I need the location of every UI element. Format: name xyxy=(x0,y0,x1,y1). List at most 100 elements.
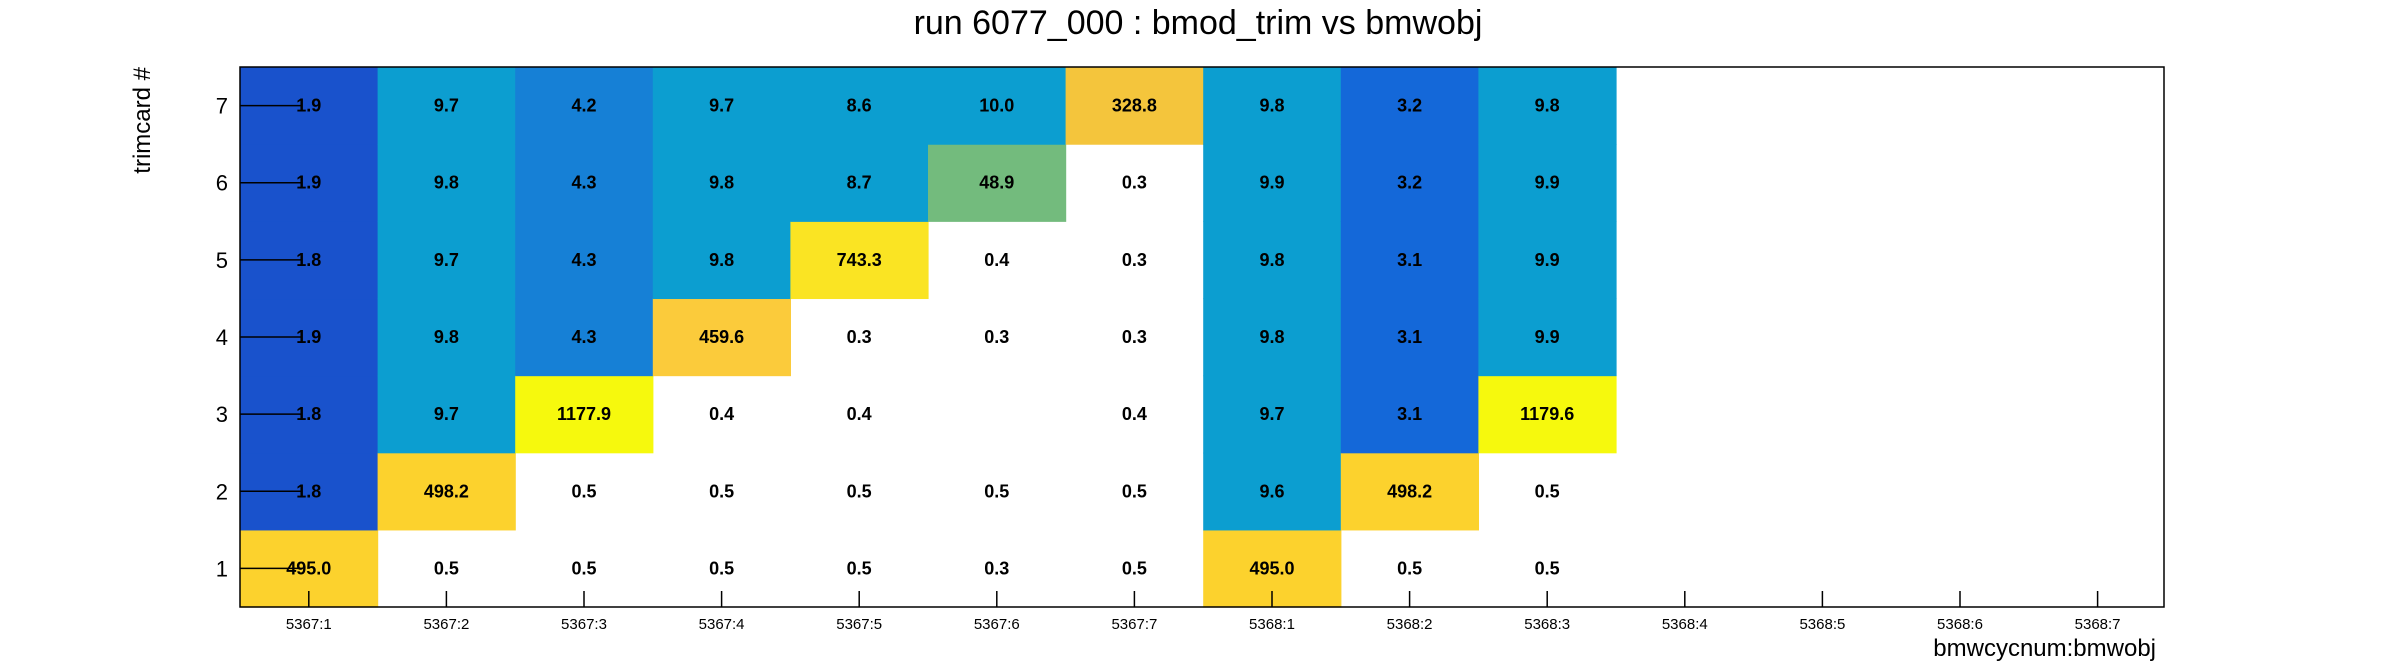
cell-value-label: 0.5 xyxy=(984,481,1009,501)
y-tick-label: 2 xyxy=(216,479,228,504)
cell-value-label: 0.4 xyxy=(847,404,872,424)
cell-value-label: 0.3 xyxy=(1122,327,1147,347)
heatmap-cell xyxy=(652,221,791,300)
cell-value-label: 1.8 xyxy=(296,404,321,424)
cell-value-label: 1.9 xyxy=(296,173,321,193)
cell-value-label: 459.6 xyxy=(699,327,744,347)
heatmap-cell xyxy=(377,375,516,454)
cell-value-label: 743.3 xyxy=(837,250,882,270)
cell-value-label: 0.3 xyxy=(984,558,1009,578)
cell-value-label: 1177.9 xyxy=(557,404,611,424)
heatmap-cell xyxy=(1340,375,1479,454)
heatmap-cell xyxy=(652,298,791,377)
cell-value-label: 3.1 xyxy=(1397,327,1422,347)
heatmap-cell xyxy=(515,144,654,222)
heatmap-cell xyxy=(1340,144,1479,222)
heatmap-cell xyxy=(1478,144,1617,222)
cell-value-label: 9.7 xyxy=(709,96,734,116)
cell-value-label: 1179.6 xyxy=(1520,404,1574,424)
cell-value-label: 4.2 xyxy=(571,96,596,116)
heatmap-cell xyxy=(790,67,929,145)
x-axis-title: bmwcycnum:bmwobj xyxy=(1933,635,2156,662)
heatmap-cell xyxy=(1065,67,1204,145)
y-tick-label: 5 xyxy=(216,248,228,273)
heatmap-cell xyxy=(1203,221,1342,300)
chart-title: run 6077_000 : bmod_trim vs bmwobj xyxy=(914,4,1483,42)
cell-value-label: 495.0 xyxy=(1249,558,1294,578)
heatmap-cell xyxy=(377,144,516,222)
heatmap-cell xyxy=(652,144,791,222)
cell-value-label: 0.4 xyxy=(709,404,734,424)
cell-value-label: 3.1 xyxy=(1397,404,1422,424)
cell-value-label: 9.7 xyxy=(434,96,459,116)
heatmap-cell xyxy=(1340,67,1479,145)
heatmap-cell xyxy=(1203,144,1342,222)
cell-value-label: 8.7 xyxy=(847,173,872,193)
cell-value-label: 3.1 xyxy=(1397,250,1422,270)
heatmap-cell xyxy=(377,298,516,377)
cell-value-label: 9.7 xyxy=(434,404,459,424)
cell-value-label: 9.8 xyxy=(1259,327,1284,347)
cell-value-label: 10.0 xyxy=(979,96,1014,116)
cell-value-label: 1.9 xyxy=(296,96,321,116)
x-tick-label: 5367:2 xyxy=(423,616,469,633)
y-tick-label: 4 xyxy=(216,325,228,350)
x-tick-label: 5368:3 xyxy=(1524,616,1570,633)
cell-value-label: 9.7 xyxy=(434,250,459,270)
heatmap-cell xyxy=(1478,221,1617,300)
x-tick-label: 5368:2 xyxy=(1387,616,1433,633)
heatmap-cell xyxy=(790,221,929,300)
y-axis: 1 2 3 4 5 6 7 xyxy=(216,94,302,581)
cell-value-label: 48.9 xyxy=(979,173,1014,193)
cell-value-label: 498.2 xyxy=(1387,481,1432,501)
y-axis-title: trimcard # xyxy=(129,66,156,173)
cell-value-label: 9.8 xyxy=(434,327,459,347)
cell-value-label: 0.3 xyxy=(847,327,872,347)
cell-value-label: 0.5 xyxy=(1397,558,1422,578)
x-tick-label: 5368:7 xyxy=(2075,616,2121,633)
cell-value-label: 0.5 xyxy=(847,481,872,501)
heatmap-cell xyxy=(515,67,654,145)
cell-value-label: 0.3 xyxy=(984,327,1009,347)
heatmap-cell xyxy=(1478,298,1617,377)
cell-value-label: 3.2 xyxy=(1397,173,1422,193)
y-tick-label: 6 xyxy=(216,171,228,196)
x-tick-label: 5367:5 xyxy=(836,616,882,633)
cell-value-label: 8.6 xyxy=(847,96,872,116)
cell-value-label: 9.8 xyxy=(1259,250,1284,270)
cell-value-label: 1.8 xyxy=(296,481,321,501)
heatmap-cell xyxy=(515,221,654,300)
cell-value-label: 9.9 xyxy=(1535,250,1560,270)
cell-value-label: 0.5 xyxy=(1535,558,1560,578)
heatmap-cell xyxy=(928,67,1067,145)
heatmap-cell xyxy=(377,452,516,531)
cell-value-label: 0.3 xyxy=(1122,250,1147,270)
heatmap-cell xyxy=(1478,67,1617,145)
heatmap-cell xyxy=(1203,452,1342,531)
cell-value-label: 9.9 xyxy=(1259,173,1284,193)
cell-value-label: 0.5 xyxy=(571,481,596,501)
cell-value-label: 328.8 xyxy=(1112,96,1157,116)
x-tick-label: 5367:7 xyxy=(1111,616,1157,633)
cell-value-label: 9.8 xyxy=(1535,96,1560,116)
heatmap-cell xyxy=(652,67,791,145)
heatmap-cell xyxy=(515,298,654,377)
heatmap-cell xyxy=(1340,452,1479,531)
cell-value-label: 0.5 xyxy=(709,481,734,501)
heatmap-cell xyxy=(1203,375,1342,454)
y-tick-label: 3 xyxy=(216,402,228,427)
cell-value-label: 9.8 xyxy=(709,250,734,270)
y-tick-label: 1 xyxy=(216,556,228,581)
cell-value-label: 9.7 xyxy=(1259,404,1284,424)
x-tick-label: 5367:6 xyxy=(974,616,1020,633)
cell-value-label: 498.2 xyxy=(424,481,469,501)
x-tick-label: 5368:4 xyxy=(1662,616,1708,633)
cell-value-label: 4.3 xyxy=(571,250,596,270)
x-tick-label: 5368:6 xyxy=(1937,616,1983,633)
cell-value-label: 0.5 xyxy=(1535,481,1560,501)
cell-value-label: 0.5 xyxy=(709,558,734,578)
cell-value-label: 9.9 xyxy=(1535,173,1560,193)
cell-value-label: 1.9 xyxy=(296,327,321,347)
heatmap-cell xyxy=(377,221,516,300)
